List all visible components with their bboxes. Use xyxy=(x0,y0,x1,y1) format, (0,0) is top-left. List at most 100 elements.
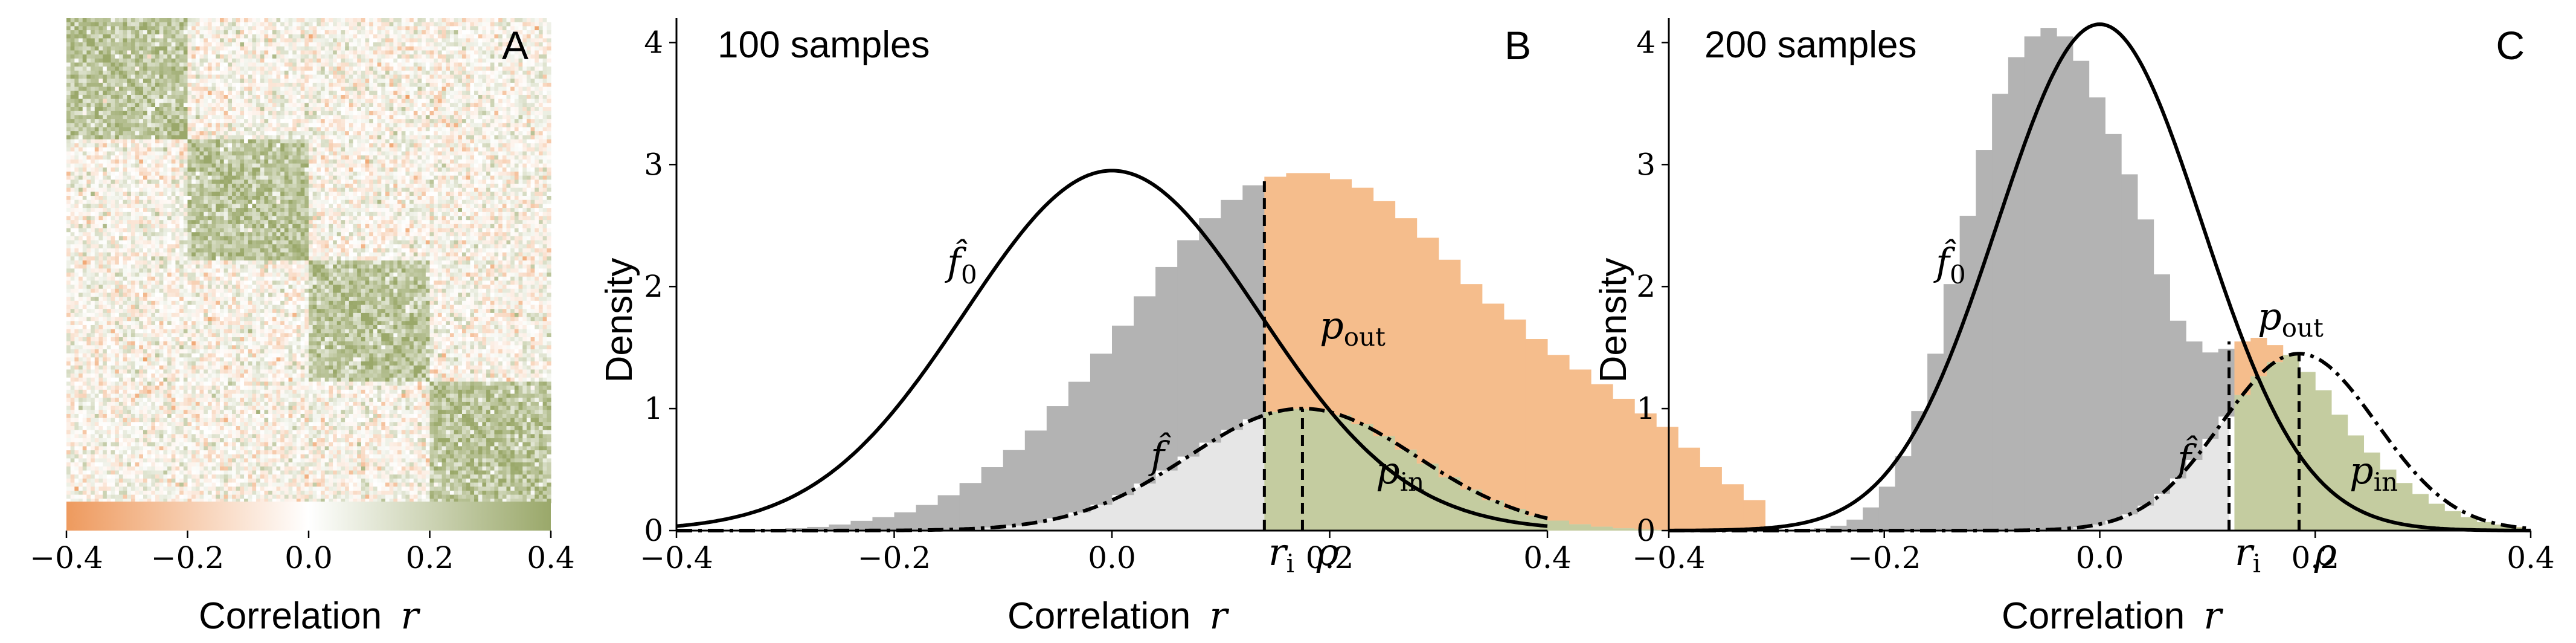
heatmap-cell xyxy=(300,74,305,79)
heatmap-cell xyxy=(91,99,95,103)
heatmap-cell xyxy=(348,159,354,164)
heatmap-cell xyxy=(223,151,228,156)
heatmap-cell xyxy=(199,163,204,168)
heatmap-cell xyxy=(482,50,487,55)
heatmap-cell xyxy=(123,107,127,112)
heatmap-cell xyxy=(103,66,108,71)
heatmap-cell xyxy=(216,34,220,39)
heatmap-cell xyxy=(219,131,225,136)
heatmap-cell xyxy=(284,74,289,79)
heatmap-cell xyxy=(333,163,338,168)
heatmap-cell xyxy=(151,42,156,47)
heatmap-cell xyxy=(373,107,378,112)
heatmap-cell xyxy=(461,50,467,55)
heatmap-cell xyxy=(542,127,547,132)
heatmap-cell xyxy=(401,115,406,120)
heatmap-cell xyxy=(316,94,321,100)
heatmap-cell xyxy=(248,34,253,39)
heatmap-cell xyxy=(167,103,172,108)
heatmap-cell xyxy=(268,42,273,47)
heatmap-cell xyxy=(175,50,180,55)
heatmap-cell xyxy=(130,111,136,115)
heatmap-cell xyxy=(498,163,503,168)
heatmap-cell xyxy=(542,155,547,160)
heatmap-cell xyxy=(373,70,378,76)
heatmap-cell xyxy=(458,147,463,152)
heatmap-cell xyxy=(522,58,527,63)
heatmap-cell xyxy=(526,30,532,35)
heatmap-cell xyxy=(171,38,176,43)
heatmap-cell xyxy=(118,119,124,124)
heatmap-cell xyxy=(111,26,115,31)
heatmap-cell xyxy=(211,107,216,112)
heatmap-cell xyxy=(329,18,333,23)
heatmap-cell xyxy=(461,26,467,31)
heatmap-cell xyxy=(510,167,515,172)
heatmap-cell xyxy=(482,66,487,71)
heatmap-cell xyxy=(324,155,330,160)
heatmap-cell xyxy=(94,167,100,172)
heatmap-cell xyxy=(385,74,390,79)
heatmap-cell xyxy=(377,46,382,51)
heatmap-cell xyxy=(333,127,338,132)
heatmap-cell xyxy=(518,62,523,67)
heatmap-cell xyxy=(115,58,120,63)
heatmap-cell xyxy=(434,119,438,124)
heatmap-cell xyxy=(502,103,507,108)
heatmap-cell xyxy=(526,50,532,55)
heatmap-cell xyxy=(284,58,289,63)
heatmap-cell xyxy=(482,82,487,88)
heatmap-cell xyxy=(272,62,277,67)
heatmap-cell xyxy=(530,66,535,71)
heatmap-cell xyxy=(223,91,228,95)
heatmap-cell xyxy=(264,34,269,39)
heatmap-cell xyxy=(191,91,196,95)
heatmap-cell xyxy=(482,151,487,156)
heatmap-cell xyxy=(324,50,330,55)
heatmap-cell xyxy=(135,30,140,35)
heatmap-cell xyxy=(434,18,438,23)
heatmap-cell xyxy=(187,163,192,168)
heatmap-cell xyxy=(341,54,345,59)
heatmap-cell xyxy=(530,135,535,140)
heatmap-cell xyxy=(300,143,305,148)
heatmap-cell xyxy=(474,79,479,83)
heatmap-cell xyxy=(118,135,124,140)
heatmap-cell xyxy=(474,127,479,132)
heatmap-cell xyxy=(538,50,544,55)
heatmap-cell xyxy=(98,79,103,83)
heatmap-cell xyxy=(429,151,434,156)
heatmap-cell xyxy=(130,46,136,51)
heatmap-cell xyxy=(143,99,148,103)
heatmap-cell xyxy=(449,135,455,140)
heatmap-cell xyxy=(454,82,458,88)
heatmap-cell xyxy=(365,131,370,136)
heatmap-cell xyxy=(429,147,434,152)
heatmap-cell xyxy=(413,159,419,164)
heatmap-cell xyxy=(300,155,305,160)
heatmap-cell xyxy=(304,66,309,71)
heatmap-cell xyxy=(454,79,458,83)
heatmap-cell xyxy=(434,127,438,132)
heatmap-cell xyxy=(405,107,410,112)
heatmap-cell xyxy=(535,151,539,156)
heatmap-cell xyxy=(454,50,458,55)
heatmap-cell xyxy=(204,143,208,148)
heatmap-cell xyxy=(219,155,225,160)
heatmap-cell xyxy=(147,18,152,23)
heatmap-cell xyxy=(316,103,321,108)
heatmap-cell xyxy=(115,147,120,152)
heatmap-cell xyxy=(482,58,487,63)
heatmap-cell xyxy=(482,155,487,160)
heatmap-cell xyxy=(127,99,132,103)
heatmap-cell xyxy=(66,58,71,63)
heatmap-cell xyxy=(348,184,354,189)
heatmap-cell xyxy=(389,42,394,47)
heatmap-cell xyxy=(232,119,237,124)
heatmap-cell xyxy=(538,82,544,88)
heatmap-cell xyxy=(91,123,95,128)
heatmap-cell xyxy=(223,79,228,83)
heatmap-cell xyxy=(316,18,321,23)
heatmap-cell xyxy=(127,111,132,115)
heatmap-cell xyxy=(345,30,350,35)
